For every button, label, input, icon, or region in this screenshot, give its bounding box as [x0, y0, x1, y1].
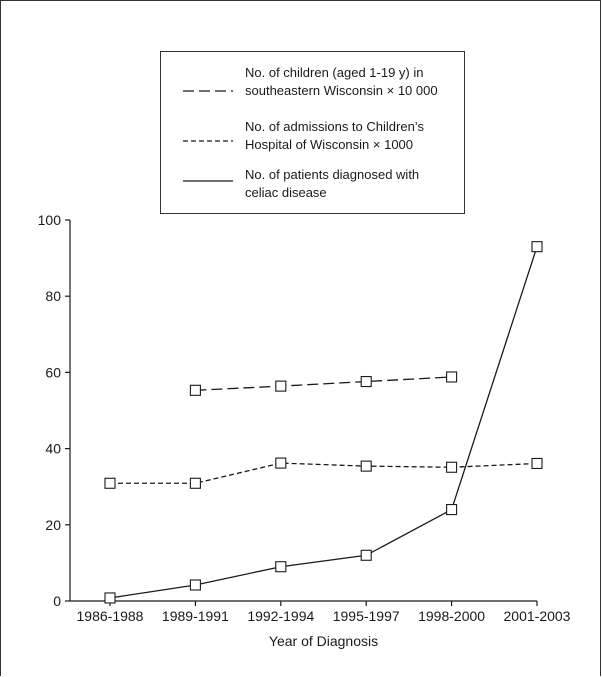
x-tick-label: 1995-1997	[333, 608, 400, 624]
data-point-marker	[189, 384, 201, 396]
data-point-marker	[104, 592, 116, 604]
legend-label-line: celiac disease	[245, 185, 327, 200]
chart-axes	[69, 220, 537, 602]
data-point-marker	[446, 371, 458, 383]
y-tick-label: 80	[45, 288, 61, 304]
data-point-marker	[360, 375, 372, 388]
x-axis-label: Year of Diagnosis	[269, 633, 378, 649]
y-tick-label: 60	[45, 364, 61, 380]
data-point-marker	[531, 457, 543, 470]
data-point-marker	[531, 241, 543, 253]
x-tick-label: 1989-1991	[162, 608, 229, 624]
x-tick-label: 2001-2003	[504, 608, 571, 624]
y-tick-label: 20	[45, 517, 61, 533]
chart-legend: No. of children (aged 1-19 y) in southea…	[160, 51, 465, 214]
legend-label-line: No. of children (aged 1-19 y) in	[245, 65, 424, 80]
data-point-marker	[189, 579, 201, 591]
series-line	[109, 246, 538, 599]
data-point-marker	[275, 457, 287, 469]
legend-swatch-solid	[183, 180, 233, 182]
series-long-dash	[189, 371, 458, 396]
legend-label-line: Hospital of Wisconsin × 1000	[245, 137, 414, 152]
y-axis-ticks: 0 20 40 60 80 100	[38, 212, 70, 609]
series-layer	[104, 241, 543, 604]
legend-label-line: No. of admissions to Children’s	[245, 119, 424, 134]
x-tick-label: 1992-1994	[247, 608, 314, 624]
y-tick-label: 0	[53, 593, 61, 609]
y-tick-label: 40	[45, 441, 61, 457]
series-line	[110, 462, 538, 484]
legend-label-line: southeastern Wisconsin × 10 000	[245, 83, 438, 98]
legend-swatch-long-dash	[183, 90, 233, 92]
series-line	[195, 376, 452, 391]
data-point-marker	[275, 380, 287, 392]
series-solid	[104, 241, 543, 604]
data-point-marker	[360, 549, 372, 561]
x-tick-label: 1998-2000	[418, 608, 485, 624]
legend-swatch-short-dash	[183, 140, 233, 142]
x-tick-label: 1986-1988	[77, 608, 144, 624]
legend-label-line: No. of patients diagnosed with	[245, 167, 420, 182]
x-axis-ticks: 1986-1988 1989-1991 1992-1994 1995-1997 1998…	[77, 601, 571, 624]
data-point-marker	[189, 477, 201, 489]
data-point-marker	[360, 460, 372, 472]
data-point-marker	[446, 504, 458, 516]
data-point-marker	[104, 477, 116, 489]
data-point-marker	[446, 461, 458, 473]
series-short-dash	[104, 457, 543, 489]
data-point-marker	[275, 561, 287, 573]
y-tick-label: 100	[38, 212, 62, 228]
